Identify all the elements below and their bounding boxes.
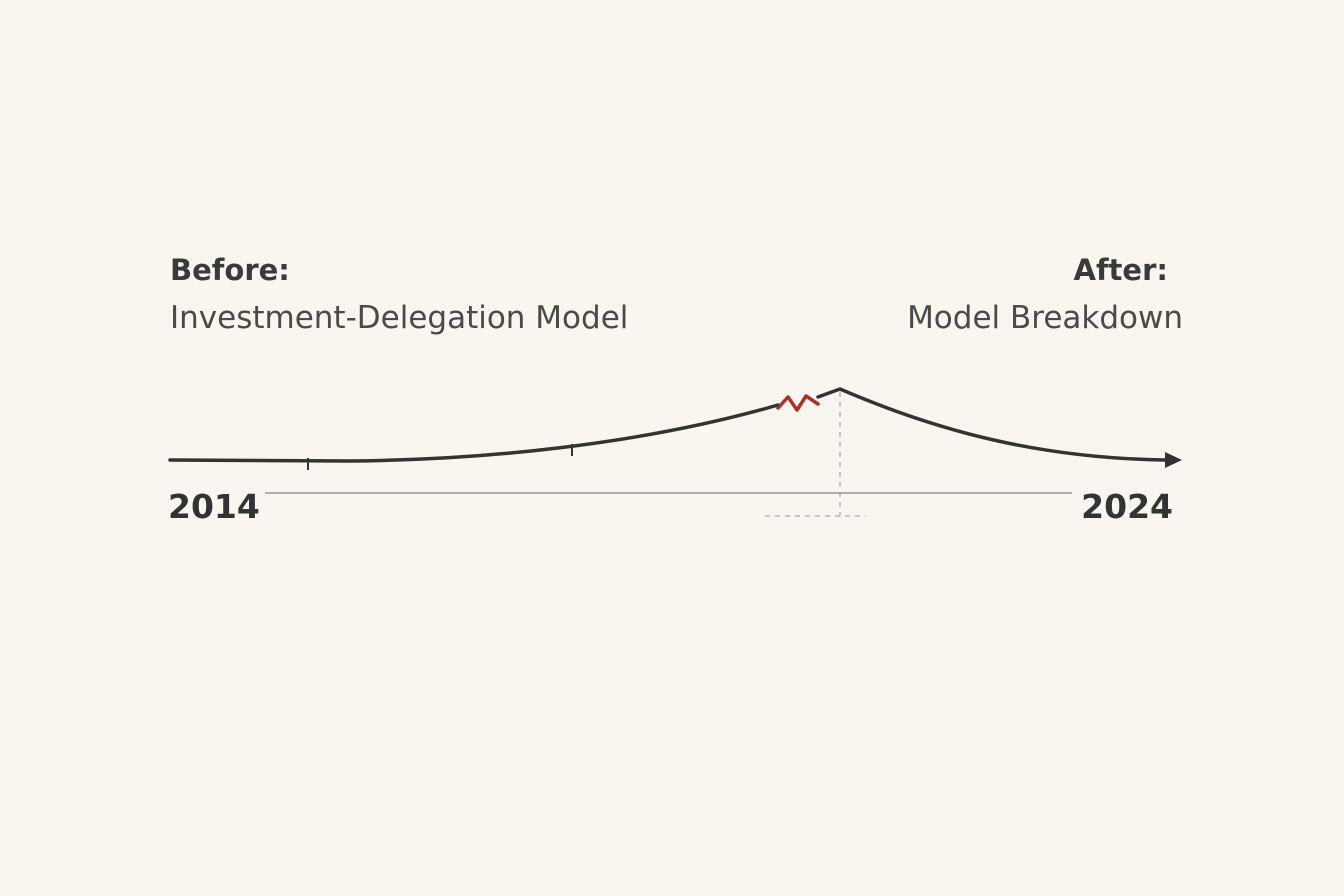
before-title: Investment-Delegation Model xyxy=(170,300,628,336)
end-year: 2024 xyxy=(1081,487,1173,526)
curve-rise xyxy=(168,403,780,463)
curve-fall xyxy=(816,387,1167,462)
after-label: After: xyxy=(1074,253,1169,287)
break-squiggle xyxy=(776,394,820,412)
arrow-head xyxy=(1165,452,1182,468)
start-year: 2014 xyxy=(168,487,260,526)
before-label: Before: xyxy=(170,253,290,287)
after-title: Model Breakdown xyxy=(907,300,1183,336)
